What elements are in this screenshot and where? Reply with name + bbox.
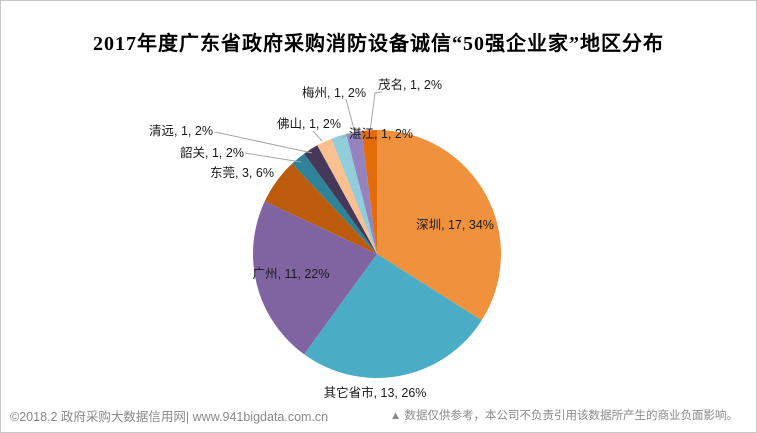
leader-line-meizhou	[345, 98, 356, 134]
pie-slice-maoming	[361, 130, 377, 254]
pie-slice-meizhou	[346, 131, 377, 254]
pie-label-meizhou: 梅州, 1, 2%	[302, 85, 366, 100]
leader-line-foshan	[312, 130, 323, 142]
pie-label-foshan: 佛山, 1, 2%	[277, 117, 341, 131]
pie-label-guangzhou: 广州, 11, 22%	[253, 267, 330, 281]
pie-slice-qingyuan	[304, 145, 377, 254]
pie-slice-shaoguan	[292, 153, 377, 254]
page-title: 2017年度广东省政府采购消防设备诚信“50强企业家”地区分布	[93, 33, 664, 55]
pie-label-zhanjiang: 湛江, 1, 2%	[349, 127, 413, 141]
leader-line-zhanjiang	[341, 132, 353, 139]
pie-label-shenzhen: 深圳, 17, 34%	[416, 218, 494, 232]
pie-slice-guangzhou	[253, 201, 377, 355]
pie-slice-foshan	[317, 138, 377, 254]
pie-label-shaoguan: 韶关, 1, 2%	[180, 145, 244, 160]
pie-slice-dongguan	[264, 163, 377, 254]
pie-slice-qita	[304, 254, 482, 378]
pie-label-dongguan: 东莞, 3, 6%	[210, 166, 274, 180]
pie-label-maoming: 茂名, 1, 2%	[378, 77, 442, 92]
leader-line-shaoguan	[244, 152, 302, 163]
leader-line-qingyuan	[214, 131, 313, 154]
pie-label-qingyuan: 清远, 1, 2%	[149, 124, 213, 138]
pie-slice-shenzhen	[377, 130, 501, 321]
pie-label-qita: 其它省市, 13, 26%	[324, 385, 427, 400]
footer-disclaimer: ▲ 数据仅供参考，本公司不负责引用该数据所产生的商业负面影响。	[389, 410, 738, 422]
leader-line-maoming	[369, 91, 383, 133]
pie-slice-zhanjiang	[331, 133, 377, 254]
footer-copyright: ©2018.2 政府采购大数据信用网| www.941bigdata.com.c…	[10, 410, 329, 424]
